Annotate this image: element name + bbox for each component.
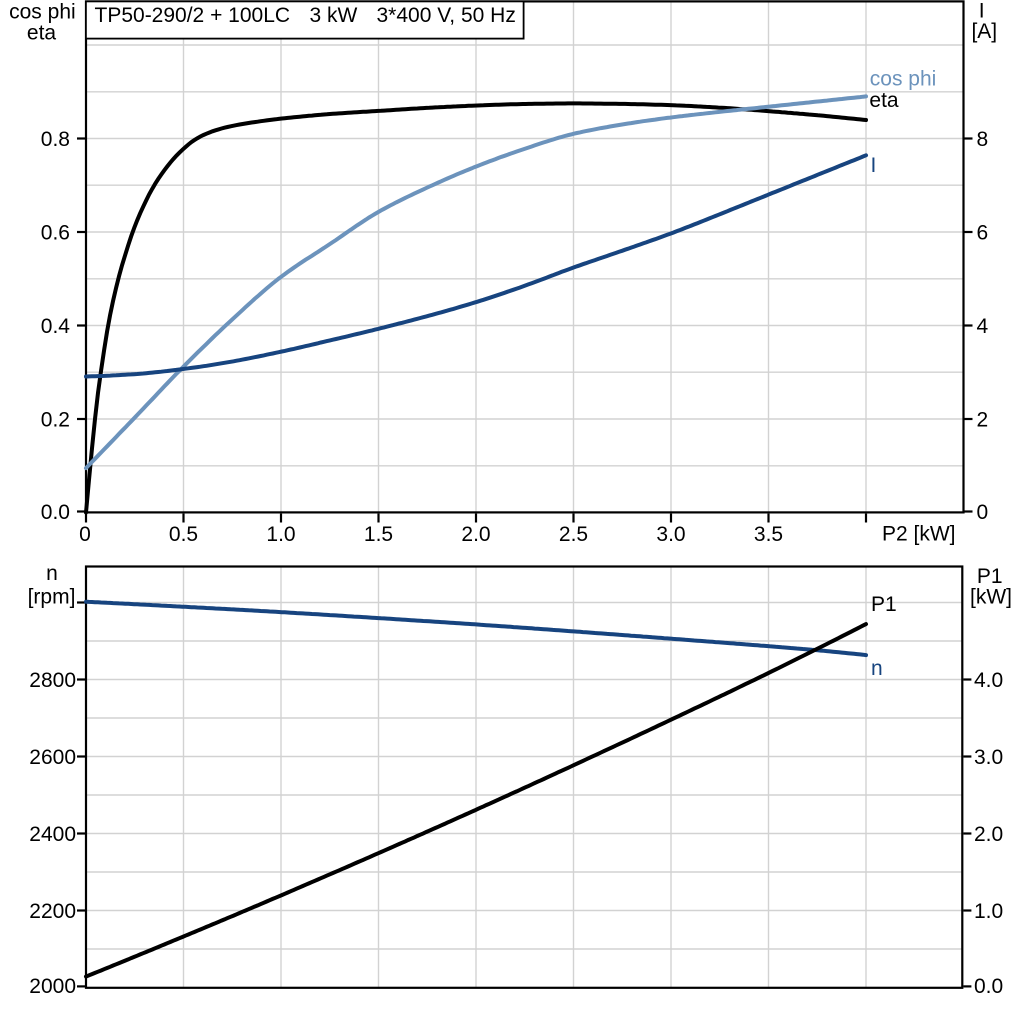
svg-text:2.5: 2.5	[559, 523, 588, 546]
svg-text:n: n	[46, 562, 58, 585]
svg-text:eta: eta	[869, 89, 899, 112]
svg-text:0.2: 0.2	[41, 408, 70, 431]
svg-text:n: n	[871, 657, 883, 680]
svg-text:2600: 2600	[29, 746, 76, 769]
svg-text:3.5: 3.5	[754, 523, 783, 546]
svg-text:P1: P1	[871, 593, 897, 616]
svg-text:P1: P1	[977, 565, 1003, 588]
svg-text:eta: eta	[27, 21, 57, 44]
svg-text:0.0: 0.0	[41, 501, 70, 524]
svg-text:8: 8	[977, 128, 989, 151]
svg-text:2.0: 2.0	[461, 523, 490, 546]
svg-text:0.5: 0.5	[169, 523, 198, 546]
svg-text:P2 [kW]: P2 [kW]	[882, 523, 956, 546]
svg-text:2200: 2200	[29, 900, 76, 923]
svg-text:1.0: 1.0	[266, 523, 295, 546]
svg-text:cos phi: cos phi	[9, 0, 76, 23]
svg-text:3*400 V, 50 Hz: 3*400 V, 50 Hz	[377, 4, 516, 27]
svg-text:3.0: 3.0	[974, 746, 1003, 769]
svg-text:3 kW: 3 kW	[310, 4, 358, 27]
svg-text:6: 6	[977, 221, 989, 244]
svg-text:TP50-290/2 + 100LC: TP50-290/2 + 100LC	[95, 4, 291, 27]
svg-text:2: 2	[977, 408, 989, 431]
svg-text:1.5: 1.5	[364, 523, 393, 546]
svg-text:[A]: [A]	[971, 20, 997, 43]
svg-text:0: 0	[79, 523, 91, 546]
svg-text:2000: 2000	[29, 975, 76, 998]
svg-text:1.0: 1.0	[974, 900, 1003, 923]
svg-text:[kW]: [kW]	[970, 586, 1012, 609]
svg-text:3.0: 3.0	[656, 523, 685, 546]
svg-text:[rpm]: [rpm]	[28, 586, 76, 609]
svg-text:4.0: 4.0	[974, 669, 1003, 692]
svg-text:2800: 2800	[29, 669, 76, 692]
svg-text:0: 0	[977, 501, 989, 524]
svg-text:2400: 2400	[29, 823, 76, 846]
svg-text:0.0: 0.0	[974, 975, 1003, 998]
svg-text:2.0: 2.0	[974, 823, 1003, 846]
svg-text:I: I	[979, 0, 985, 23]
svg-text:0.4: 0.4	[41, 315, 71, 338]
svg-text:0.6: 0.6	[41, 221, 70, 244]
svg-text:I: I	[871, 154, 877, 177]
svg-text:4: 4	[977, 315, 989, 338]
svg-text:cos phi: cos phi	[870, 68, 937, 91]
svg-text:0.8: 0.8	[41, 128, 70, 151]
